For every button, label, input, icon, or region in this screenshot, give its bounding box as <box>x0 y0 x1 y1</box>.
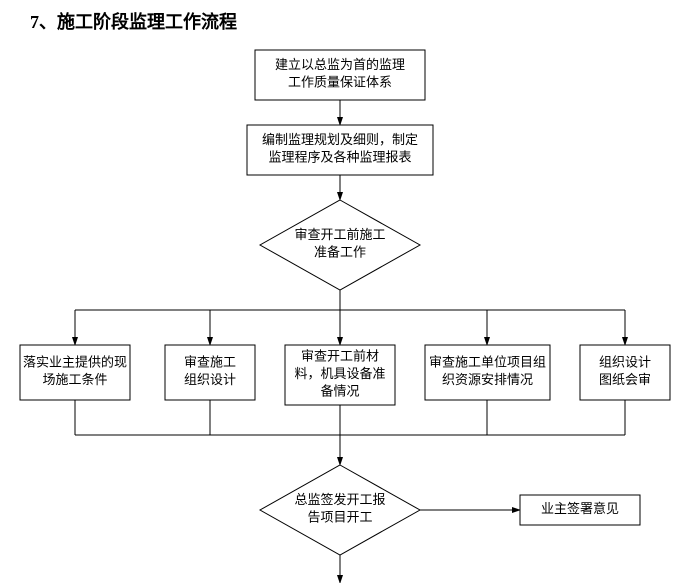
node-b5: 组织设计图纸会审 <box>580 345 670 400</box>
node-n5: 业主签署意见 <box>520 495 640 525</box>
flowchart-canvas: 建立以总监为首的监理工作质量保证体系编制监理规划及细则，制定监理程序及各种监理报… <box>0 0 690 583</box>
node-n1: 建立以总监为首的监理工作质量保证体系 <box>255 50 425 100</box>
nodes-layer: 建立以总监为首的监理工作质量保证体系编制监理规划及细则，制定监理程序及各种监理报… <box>20 50 670 555</box>
node-b3: 审查开工前材料，机具设备准备情况 <box>285 345 395 405</box>
node-n3: 审查开工前施工准备工作 <box>260 200 420 290</box>
node-b4: 审查施工单位项目组织资源安排情况 <box>425 345 550 400</box>
node-n4: 总监签发开工报告项目开工 <box>260 465 420 555</box>
node-b1: 落实业主提供的现场施工条件 <box>20 345 130 400</box>
svg-text:业主签署意见: 业主签署意见 <box>541 501 619 516</box>
node-n2: 编制监理规划及细则，制定监理程序及各种监理报表 <box>247 125 433 175</box>
node-b2: 审查施工组织设计 <box>165 345 255 400</box>
